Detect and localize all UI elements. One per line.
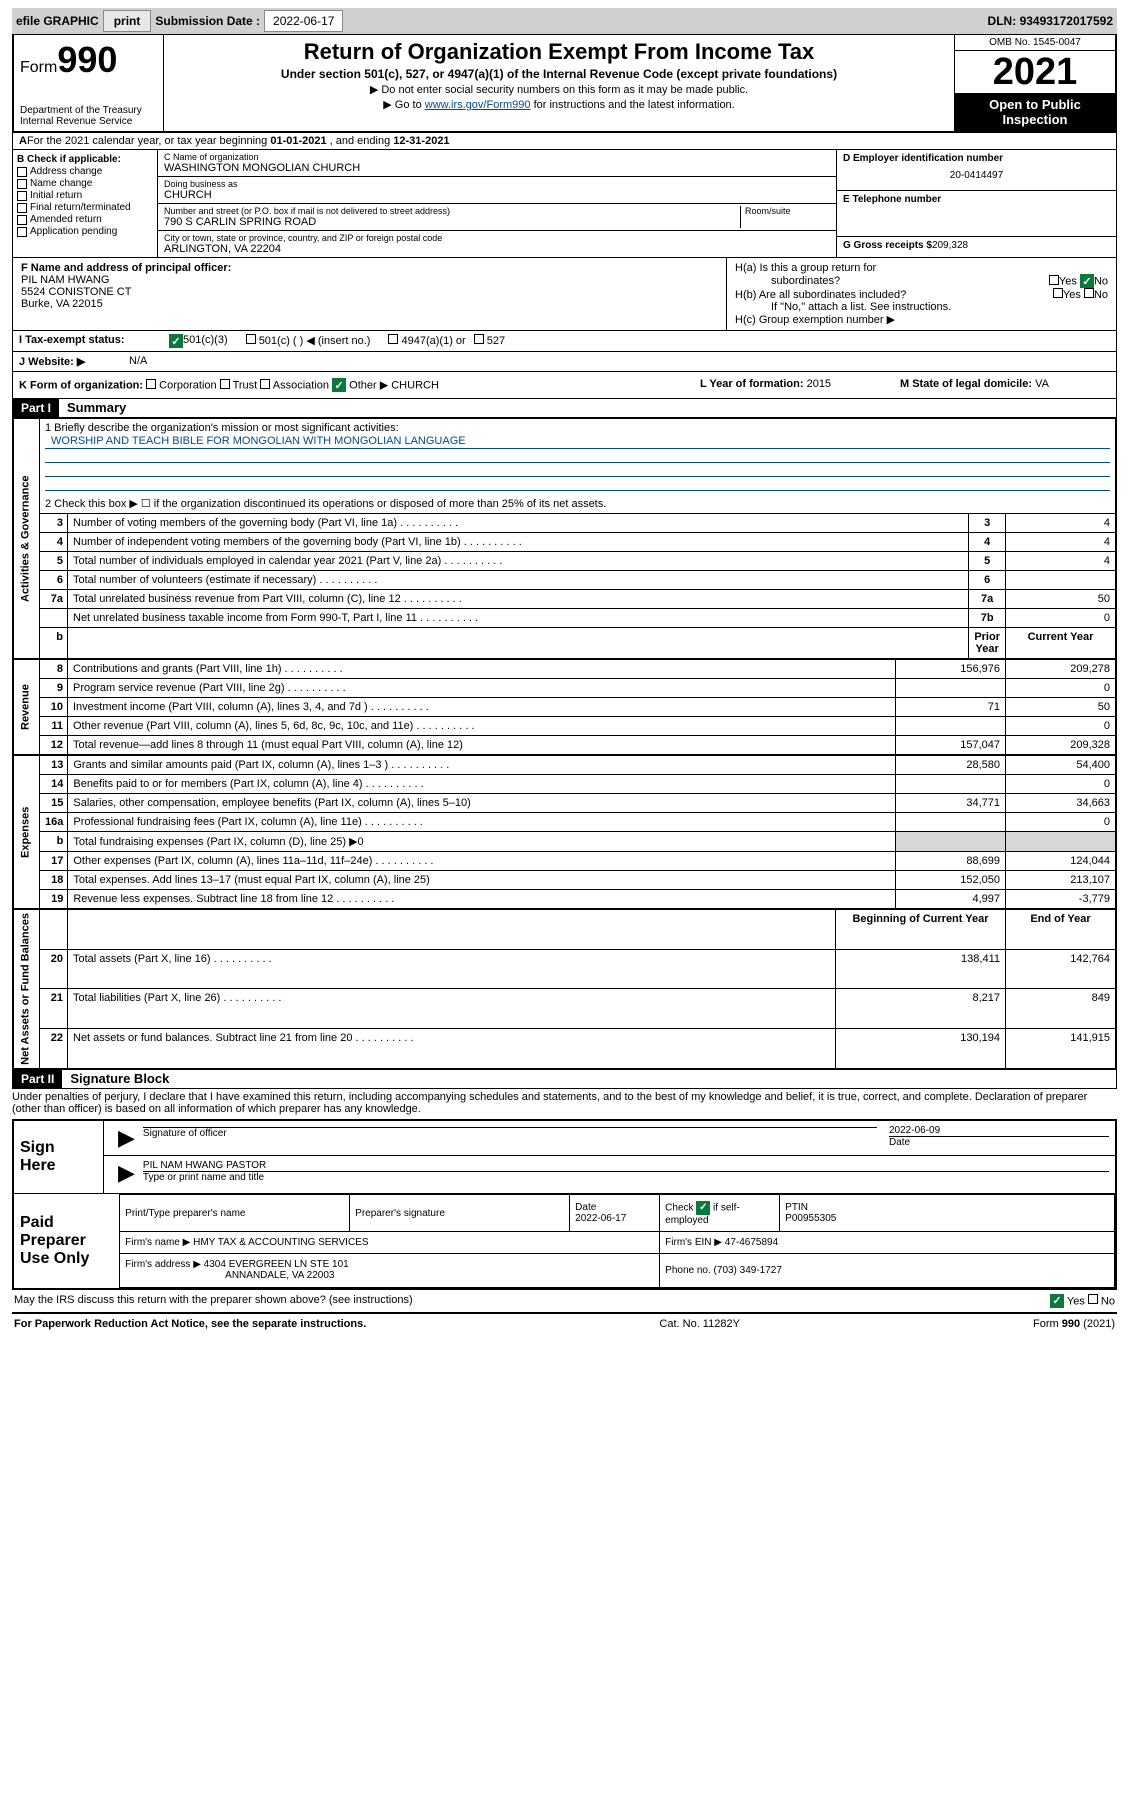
chk-other[interactable]: ✓ — [332, 378, 346, 392]
gross-receipts: 209,328 — [932, 240, 968, 251]
chk-hb-no[interactable] — [1084, 288, 1094, 298]
officer-city: Burke, VA 22015 — [21, 298, 718, 310]
instruction-1: ▶ Do not enter social security numbers o… — [172, 83, 946, 96]
col-b-checkboxes: B Check if applicable: Address change Na… — [13, 150, 158, 257]
dln-label: DLN: 93493172017592 — [988, 14, 1113, 28]
chk-4947[interactable] — [388, 334, 398, 344]
department-label: Department of the Treasury — [20, 105, 157, 116]
col-c-org-info: C Name of organization WASHINGTON MONGOL… — [158, 150, 836, 257]
row-fgh: F Name and address of principal officer:… — [12, 258, 1117, 331]
part1-summary: Activities & Governance 1 Briefly descri… — [12, 418, 1117, 1070]
chk-initial-return[interactable] — [17, 191, 27, 201]
instruction-2: ▶ Go to www.irs.gov/Form990 for instruct… — [172, 98, 946, 111]
sign-here-label: Sign Here — [14, 1121, 104, 1193]
chk-pending[interactable] — [17, 227, 27, 237]
omb-number: OMB No. 1545-0047 — [955, 35, 1115, 51]
firm-addr: 4304 EVERGREEN LN STE 101 — [204, 1259, 349, 1270]
col-de: D Employer identification number 20-0414… — [836, 150, 1116, 257]
form-990-label: Form990 — [20, 39, 157, 81]
firm-phone: (703) 349-1727 — [714, 1265, 782, 1276]
submission-label: Submission Date : — [155, 14, 260, 28]
chk-501c[interactable] — [246, 334, 256, 344]
chk-527[interactable] — [474, 334, 484, 344]
print-button[interactable]: print — [103, 10, 152, 32]
officer-street: 5524 CONISTONE CT — [21, 286, 718, 298]
firm-name: HMY TAX & ACCOUNTING SERVICES — [193, 1237, 368, 1248]
chk-ha-yes[interactable] — [1049, 275, 1059, 285]
row-a-tax-year: AFor the 2021 calendar year, or tax year… — [12, 133, 1117, 150]
chk-ha-no[interactable]: ✓ — [1080, 274, 1094, 288]
chk-final-return[interactable] — [17, 203, 27, 213]
officer-name: PIL NAM HWANG — [21, 274, 718, 286]
firm-ein: 47-4675894 — [725, 1237, 778, 1248]
chk-hb-yes[interactable] — [1053, 288, 1063, 298]
chk-assoc[interactable] — [260, 379, 270, 389]
chk-trust[interactable] — [220, 379, 230, 389]
year-formation: 2015 — [807, 378, 831, 390]
chk-address-change[interactable] — [17, 167, 27, 177]
prep-date: 2022-06-17 — [575, 1213, 626, 1224]
efile-label: efile GRAPHIC — [16, 14, 99, 28]
part2-header: Part IISignature Block — [12, 1070, 1117, 1089]
row-i-tax-status: I Tax-exempt status: ✓ 501(c)(3) 501(c) … — [12, 331, 1117, 352]
side-revenue: Revenue — [14, 660, 40, 755]
irs-link[interactable]: www.irs.gov/Form990 — [425, 99, 531, 111]
org-name: WASHINGTON MONGOLIAN CHURCH — [164, 162, 830, 174]
form-header: Form990 Department of the Treasury Inter… — [12, 34, 1117, 133]
sig-date: 2022-06-09 — [889, 1125, 1109, 1136]
tax-year: 2021 — [955, 51, 1115, 93]
chk-self-employed[interactable]: ✓ — [696, 1201, 710, 1215]
chk-may-irs-yes[interactable]: ✓ — [1050, 1294, 1064, 1308]
ptin: P00955305 — [785, 1213, 836, 1224]
officer-sig-name: PIL NAM HWANG PASTOR — [143, 1160, 1109, 1171]
chk-amended[interactable] — [17, 215, 27, 225]
chk-501c3[interactable]: ✓ — [169, 334, 183, 348]
state-domicile: VA — [1035, 378, 1049, 390]
irs-label: Internal Revenue Service — [20, 116, 157, 127]
top-bar: efile GRAPHIC print Submission Date : 20… — [12, 8, 1117, 34]
side-activities: Activities & Governance — [14, 419, 40, 659]
inspection-badge: Open to PublicInspection — [955, 93, 1115, 131]
ein: 20-0414497 — [843, 164, 1110, 187]
mission-text: WORSHIP AND TEACH BIBLE FOR MONGOLIAN WI… — [45, 434, 1110, 449]
org-city: ARLINGTON, VA 22204 — [164, 243, 830, 255]
may-irs-row: May the IRS discuss this return with the… — [12, 1290, 1117, 1314]
row-klm: K Form of organization: Corporation Trus… — [12, 372, 1117, 399]
footer: For Paperwork Reduction Act Notice, see … — [12, 1314, 1117, 1334]
signature-block: Sign Here ▶ Signature of officer 2022-06… — [12, 1119, 1117, 1290]
row-j-website: J Website: ▶ N/A — [12, 352, 1117, 372]
section-bc: B Check if applicable: Address change Na… — [12, 150, 1117, 258]
submission-date: 2022-06-17 — [264, 10, 343, 32]
website-val: N/A — [129, 355, 147, 368]
org-street: 790 S CARLIN SPRING ROAD — [164, 216, 740, 228]
side-net-assets: Net Assets or Fund Balances — [14, 910, 40, 1069]
form-subtitle: Under section 501(c), 527, or 4947(a)(1)… — [172, 67, 946, 81]
chk-may-irs-no[interactable] — [1088, 1294, 1098, 1304]
declaration-text: Under penalties of perjury, I declare th… — [12, 1089, 1117, 1117]
side-expenses: Expenses — [14, 756, 40, 909]
chk-name-change[interactable] — [17, 179, 27, 189]
org-dba: CHURCH — [164, 189, 830, 201]
chk-corp[interactable] — [146, 379, 156, 389]
part1-header: Part ISummary — [12, 399, 1117, 418]
form-title: Return of Organization Exempt From Incom… — [172, 39, 946, 65]
paid-preparer-label: Paid Preparer Use Only — [14, 1194, 119, 1288]
